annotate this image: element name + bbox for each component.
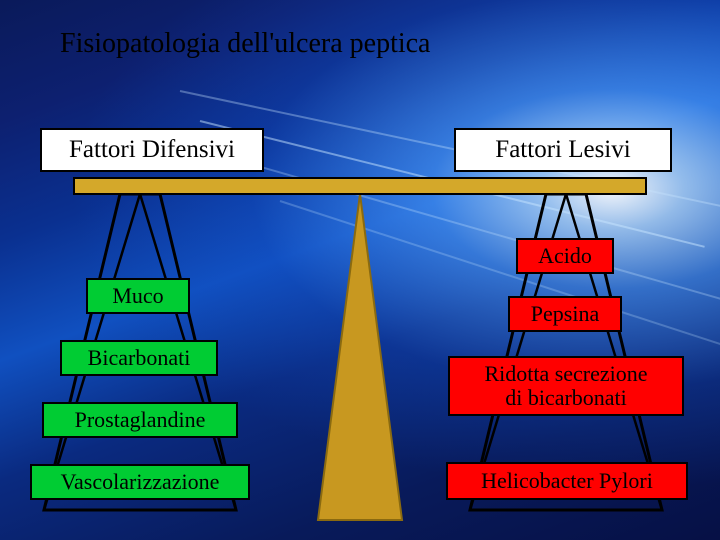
defensive-item-1: Bicarbonati	[60, 340, 218, 376]
defensive-item-0: Muco	[86, 278, 190, 314]
lesive-item-3: Helicobacter Pylori	[446, 462, 688, 500]
lesive-item-2: Ridotta secrezione di bicarbonati	[448, 356, 684, 416]
header-defensive-factors: Fattori Difensivi	[40, 128, 264, 172]
defensive-item-3: Vascolarizzazione	[30, 464, 250, 500]
header-lesive-factors: Fattori Lesivi	[454, 128, 672, 172]
lesive-item-1: Pepsina	[508, 296, 622, 332]
lesive-item-0: Acido	[516, 238, 614, 274]
defensive-item-2: Prostaglandine	[42, 402, 238, 438]
